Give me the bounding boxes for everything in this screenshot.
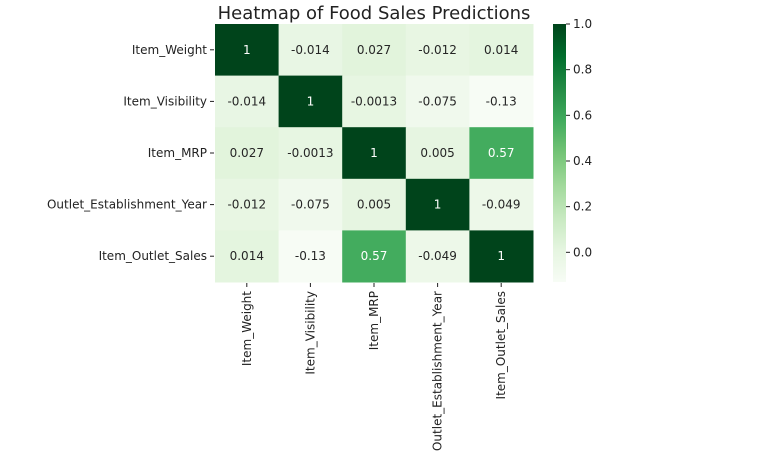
cell-value-label: -0.012 [418,43,457,57]
heatmap-cell [342,178,407,231]
column-label: Item_MRP [367,291,381,350]
heatmap-cell [278,178,343,231]
cell-value-label: -0.014 [291,43,330,57]
column-label: Item_Outlet_Sales [494,291,508,399]
cell-value-label: 0.027 [230,146,264,160]
heatmap-cell [278,127,343,180]
cell-value-label: -0.075 [291,198,330,212]
colorbar-tick-label: 0.2 [573,200,592,214]
colorbar-gradient [553,24,566,282]
heatmap-cell [342,230,407,283]
column-label: Item_Weight [240,291,254,366]
column-labels: Item_Weight Item_Visibility Item_MRP Outlet… [240,283,508,451]
heatmap-cell [215,75,280,128]
heatmap-cell [342,127,407,180]
cell-value-label: -0.049 [418,249,457,263]
colorbar-tick-label: 0.8 [573,63,592,77]
cell-value-label: 1 [307,94,315,108]
cell-value-label: -0.075 [418,94,457,108]
cell-value-label: -0.014 [227,94,266,108]
cell-value-label: -0.049 [482,198,521,212]
column-label: Item_Visibility [303,291,317,375]
cell-value-label: 0.027 [357,43,391,57]
row-label: Item_Visibility [123,94,207,108]
row-label: Item_MRP [148,146,207,160]
cell-value-label: 1 [434,198,442,212]
heatmap-cell [215,178,280,231]
cell-value-label: 0.005 [357,198,391,212]
cell-value-label: 0.57 [361,249,388,263]
row-labels: Item_Weight Item_Visibility Item_MRP Outlet… [47,43,214,263]
heatmap-cell [405,127,470,180]
column-label: Outlet_Establishment_Year [431,291,445,451]
colorbar-tick-label: 0.6 [573,108,592,122]
heatmap-cells: 1 -0.014 0.027 -0.012 0.014 -0.014 1 -0.0013 -0.… [215,24,534,283]
cell-value-label: -0.13 [486,94,517,108]
colorbar-tick-label: 1.0 [573,17,592,31]
cell-value-label: -0.012 [227,198,266,212]
heatmap-cell [405,24,470,77]
heatmap-cell [469,127,534,180]
heatmap-cell [215,230,280,283]
heatmap-cell [215,24,280,77]
heatmap-cell [215,127,280,180]
cell-value-label: 0.014 [230,249,264,263]
cell-value-label: 1 [370,146,378,160]
cell-value-label: 0.005 [420,146,454,160]
heatmap-cell [469,178,534,231]
heatmap-cell [405,75,470,128]
heatmap-cell [342,75,407,128]
cell-value-label: -0.0013 [287,146,333,160]
cell-value-label: 1 [243,43,251,57]
chart-title: Heatmap of Food Sales Predictions [218,3,531,24]
cell-value-label: 0.014 [484,43,518,57]
colorbar-tick-label: 0.4 [573,154,592,168]
heatmap-cell [469,230,534,283]
cell-value-label: 1 [497,249,505,263]
cell-value-label: -0.13 [295,249,326,263]
heatmap-cell [342,24,407,77]
heatmap-cell [405,178,470,231]
row-label: Item_Weight [132,43,207,57]
row-label: Outlet_Establishment_Year [47,198,207,212]
cell-value-label: -0.0013 [351,94,397,108]
row-label: Item_Outlet_Sales [99,249,207,263]
heatmap-cell [278,24,343,77]
colorbar: 0.0 0.2 0.4 0.6 0.8 1.0 [553,17,592,282]
heatmap-cell [469,75,534,128]
heatmap-cell [405,230,470,283]
colorbar-tick-label: 0.0 [573,245,592,259]
heatmap-cell [278,75,343,128]
heatmap-cell [469,24,534,77]
heatmap-cell [278,230,343,283]
cell-value-label: 0.57 [488,146,515,160]
